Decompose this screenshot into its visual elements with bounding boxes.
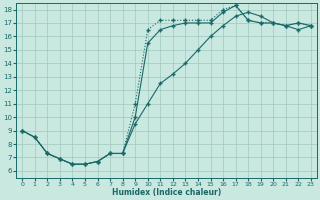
X-axis label: Humidex (Indice chaleur): Humidex (Indice chaleur) (112, 188, 221, 197)
